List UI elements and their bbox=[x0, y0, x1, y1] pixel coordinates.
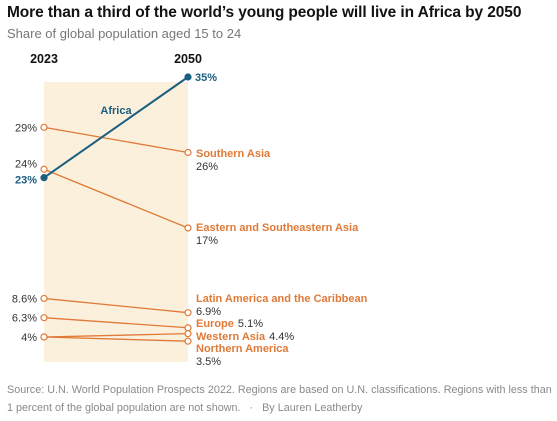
point-eastern-and-southeastern-asia-2023 bbox=[40, 165, 48, 173]
series-line-northern-america bbox=[43, 336, 189, 342]
point-southern-asia-2050 bbox=[184, 148, 192, 157]
point-africa-2023 bbox=[40, 174, 48, 182]
series-name-latin-america-and-the-caribbean: Latin America and the Caribbean bbox=[196, 293, 368, 305]
end-value-eastern-and-southeastern-asia: 17% bbox=[196, 235, 218, 247]
point-eastern-and-southeastern-asia-2050 bbox=[184, 224, 192, 232]
point-northern-america-2050 bbox=[184, 337, 192, 345]
year-label-start: 2023 bbox=[30, 52, 58, 66]
start-value-latin-america-and-the-caribbean: 8.6% bbox=[12, 293, 37, 305]
point-latin-america-and-the-caribbean-2023 bbox=[40, 294, 48, 303]
series-line-southern-asia bbox=[43, 126, 189, 154]
series-line-latin-america-and-the-caribbean bbox=[43, 297, 189, 314]
period-band bbox=[44, 82, 188, 362]
point-northern-america-2023 bbox=[40, 333, 48, 341]
series-name-western-asia: Western Asia bbox=[196, 331, 266, 343]
year-label-end: 2050 bbox=[174, 52, 202, 66]
point-latin-america-and-the-caribbean-2050 bbox=[184, 309, 192, 317]
series-name-europe: Europe bbox=[196, 318, 234, 330]
chart-subtitle: Share of global population aged 15 to 24 bbox=[7, 26, 242, 41]
chart-title: More than a third of the world’s young p… bbox=[7, 4, 522, 21]
series-line-eastern-and-southeastern-asia bbox=[43, 168, 189, 229]
series-name-northern-america: Northern America bbox=[196, 343, 289, 355]
end-value-latin-america-and-the-caribbean: 6.9% bbox=[196, 306, 221, 318]
point-western-asia-2050 bbox=[184, 330, 192, 338]
series-line-europe bbox=[43, 317, 189, 329]
source-note: Source: U.N. World Population Prospects … bbox=[7, 381, 552, 417]
start-value-southern-asia: 29% bbox=[15, 122, 37, 134]
series-name-africa: Africa bbox=[100, 105, 132, 117]
end-value-western-asia: 4.4% bbox=[269, 331, 294, 343]
end-value-southern-asia: 26% bbox=[196, 161, 218, 173]
series-name-eastern-and-southeastern-asia: Eastern and Southeastern Asia bbox=[196, 222, 359, 234]
start-value-europe: 6.3% bbox=[12, 313, 37, 325]
byline-separator: · bbox=[249, 402, 254, 414]
start-value-africa: 23% bbox=[15, 175, 37, 187]
start-value-eastern-and-southeastern-asia: 24% bbox=[15, 158, 37, 170]
end-value-africa: 35% bbox=[195, 72, 217, 84]
end-value-europe: 5.1% bbox=[238, 318, 263, 330]
point-europe-2023 bbox=[40, 314, 48, 322]
start-value-western-asia: 4% bbox=[21, 332, 37, 344]
point-southern-asia-2023 bbox=[40, 123, 48, 131]
point-europe-2050 bbox=[184, 324, 192, 332]
source-text: Source: U.N. World Population Prospects … bbox=[7, 384, 552, 414]
series-line-western-asia bbox=[43, 332, 189, 338]
series-line-africa bbox=[43, 76, 189, 179]
point-africa-2050 bbox=[184, 73, 192, 81]
byline: By Lauren Leatherby bbox=[262, 402, 363, 414]
series-name-southern-asia: Southern Asia bbox=[196, 148, 271, 160]
end-value-northern-america: 3.5% bbox=[196, 356, 221, 368]
